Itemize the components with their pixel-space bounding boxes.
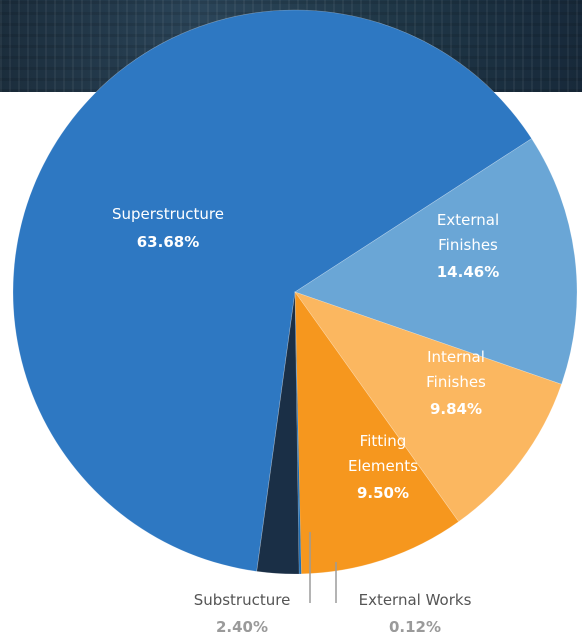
pie-slices <box>12 9 578 575</box>
pie-slice-internal-finishes <box>294 291 562 523</box>
slice-labels: Superstructure 63.68% External Finishes 14.4… <box>112 205 499 636</box>
slice-label-fitting-elements-line-1: Fitting <box>360 432 407 450</box>
slice-label-external-finishes-line-2: Finishes <box>438 236 498 254</box>
pie-slice-external-finishes <box>294 138 578 385</box>
slice-value-substructure: 2.40% <box>216 618 268 636</box>
slice-value-external-works: 0.12% <box>389 618 441 636</box>
slice-label-external-finishes-line-1: External <box>437 211 499 229</box>
slice-value-external-finishes: 14.46% <box>437 263 499 281</box>
slice-label-internal-finishes-line-1: Internal <box>427 348 485 366</box>
slice-value-internal-finishes: 9.84% <box>430 400 482 418</box>
pie-slice-superstructure <box>12 9 533 572</box>
slice-value-superstructure: 63.68% <box>137 233 199 251</box>
slice-label-internal-finishes-line-2: Finishes <box>426 373 486 391</box>
leader-lines <box>309 532 337 603</box>
pie-slice-fitting-elements <box>294 291 460 575</box>
slice-value-fitting-elements: 9.50% <box>357 484 409 502</box>
pie-slice-external-works <box>295 292 302 574</box>
slice-label-superstructure: Superstructure <box>112 205 224 223</box>
pie-slice-substructure <box>256 291 300 575</box>
slice-label-external-works: External Works <box>359 591 472 609</box>
slice-label-fitting-elements-line-2: Elements <box>348 457 418 475</box>
slice-label-substructure: Substructure <box>194 591 291 609</box>
